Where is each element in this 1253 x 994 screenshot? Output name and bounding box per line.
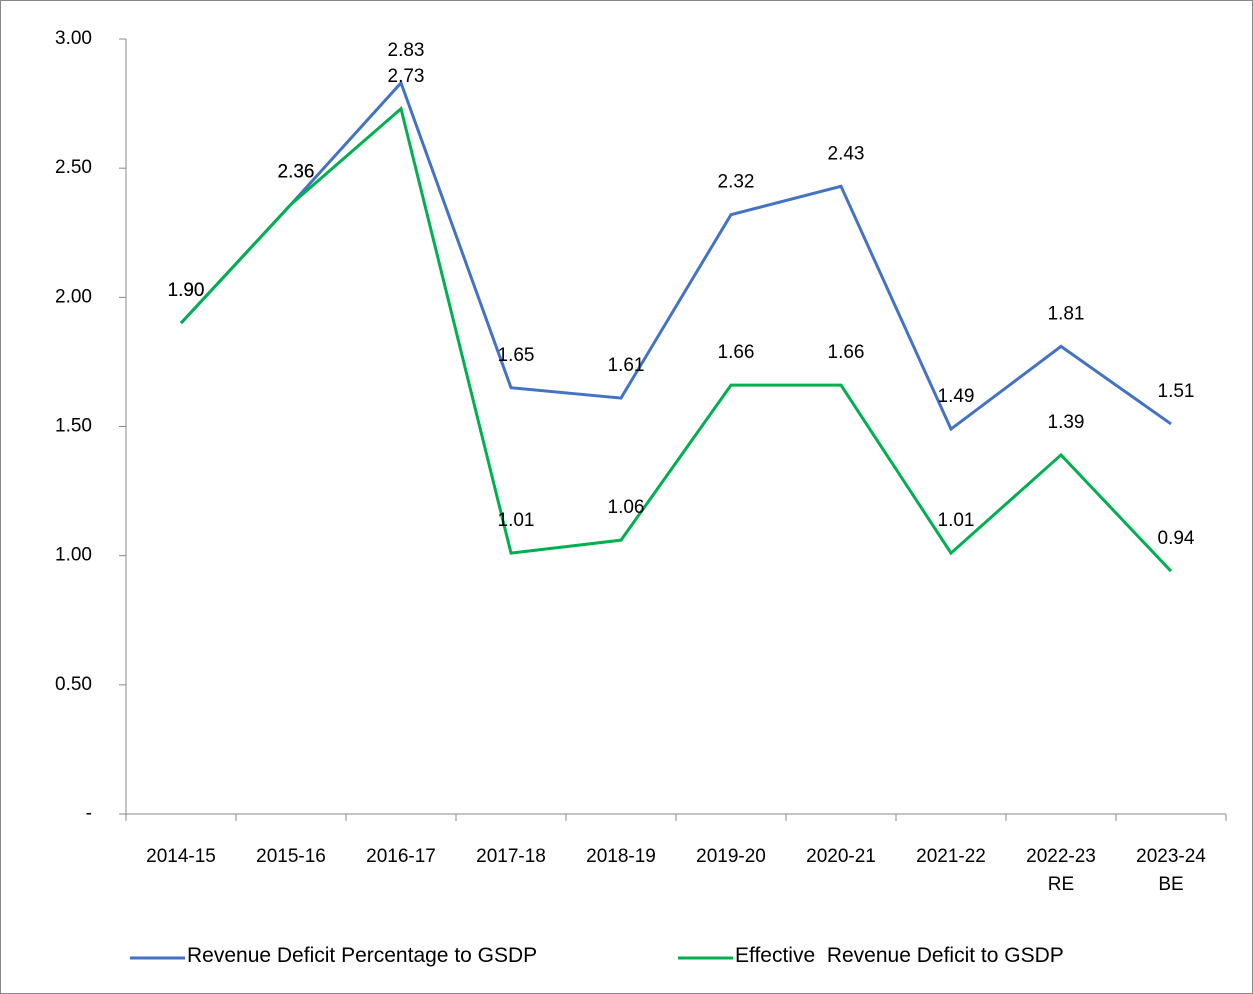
data-label: 1.06 [608, 497, 645, 518]
data-label: 1.90 [168, 280, 205, 301]
x-tick-label: 2016-17 [366, 846, 436, 867]
data-label: 1.66 [718, 342, 755, 363]
data-label: 1.90 [168, 280, 205, 301]
x-tick-label: 2023-24 BE [1136, 846, 1206, 895]
y-tick-label: 2.00 [55, 286, 92, 307]
data-label: 1.66 [828, 342, 865, 363]
y-tick-label: 2.50 [55, 157, 92, 178]
x-tick-label: 2020-21 [806, 846, 876, 867]
data-label: 1.39 [1048, 412, 1085, 433]
data-label: 2.36 [278, 161, 315, 182]
x-tick-label: 2015-16 [256, 846, 326, 867]
y-tick-label: 1.00 [55, 545, 92, 566]
data-label: 2.36 [278, 161, 315, 182]
legend-label: Revenue Deficit Percentage to GSDP [187, 944, 538, 967]
data-label: 2.83 [388, 40, 425, 61]
x-tick-label: 2014-15 [146, 846, 216, 867]
x-tick-label: 2022-23 RE [1026, 846, 1096, 895]
data-label: 1.65 [498, 345, 535, 366]
x-tick-label: 2019-20 [696, 846, 766, 867]
series-line [179, 106, 1173, 573]
data-label: 2.32 [718, 172, 755, 193]
data-label: 1.51 [1158, 381, 1195, 402]
data-label: 2.73 [388, 66, 425, 87]
x-tick-label: 2018-19 [586, 846, 656, 867]
data-label: 1.01 [938, 510, 975, 531]
data-label: 1.01 [498, 510, 535, 531]
y-tick-label: 3.00 [55, 28, 92, 49]
y-tick-label: 1.50 [55, 416, 92, 437]
data-label: 1.49 [938, 386, 975, 407]
series-line [179, 80, 1172, 432]
y-tick-label: - [86, 803, 92, 824]
data-label: 2.43 [828, 143, 865, 164]
y-tick-label: 0.50 [55, 674, 92, 695]
data-label: 0.94 [1158, 528, 1195, 549]
data-label: 1.81 [1048, 303, 1085, 324]
x-tick-label: 2017-18 [476, 846, 546, 867]
data-label: 1.61 [608, 355, 645, 376]
legend-label: Effective Revenue Deficit to GSDP [735, 944, 1064, 967]
x-tick-label: 2021-22 [916, 846, 986, 867]
